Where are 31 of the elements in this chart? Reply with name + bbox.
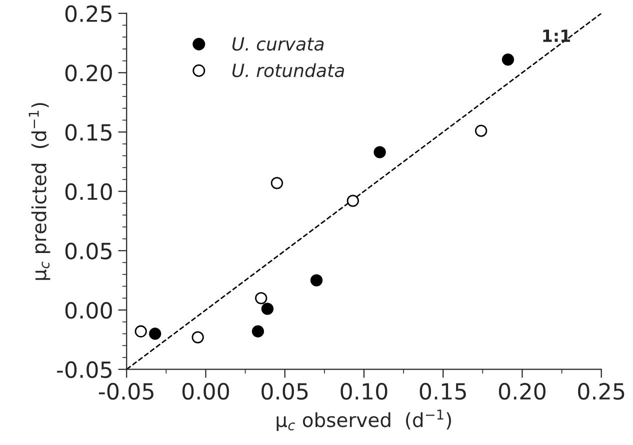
x-tick-label: -0.05 bbox=[98, 382, 154, 400]
legend-label: U. curvata bbox=[232, 37, 324, 51]
point bbox=[192, 331, 204, 344]
point bbox=[255, 292, 268, 304]
point bbox=[252, 325, 264, 338]
annotation: 1:1 bbox=[543, 30, 570, 42]
point bbox=[134, 325, 147, 338]
point bbox=[475, 124, 488, 137]
x-tick-label: 0.20 bbox=[498, 382, 546, 400]
y-tick-label: -0.05 bbox=[56, 361, 112, 378]
y-tick-label: 0.25 bbox=[65, 5, 112, 22]
point bbox=[502, 54, 514, 66]
y-axis-title: μ$_{c}$ predicted (d$^{−1}$) bbox=[28, 103, 50, 280]
x-tick-label: 0.10 bbox=[340, 382, 388, 400]
y-tick-label: 0.20 bbox=[65, 64, 112, 82]
point bbox=[261, 302, 274, 315]
point bbox=[149, 328, 162, 340]
y-tick-label: 0.05 bbox=[65, 242, 112, 260]
x-tick-label: 0.25 bbox=[578, 382, 624, 400]
legend-label: U. rotundata bbox=[232, 63, 344, 78]
x-tick-label: 0.05 bbox=[262, 382, 308, 400]
point bbox=[310, 274, 323, 286]
x-tick-label: 0.15 bbox=[420, 382, 466, 400]
x-tick-label: 0.00 bbox=[182, 382, 229, 400]
point bbox=[374, 146, 386, 158]
point bbox=[346, 194, 359, 207]
y-tick-label: 0.15 bbox=[65, 124, 112, 141]
y-tick-label: 0.10 bbox=[65, 183, 112, 200]
y-tick-label: 0.00 bbox=[65, 302, 112, 319]
point bbox=[270, 176, 284, 190]
x-axis-title: μ$_{c}$ observed (d$^{−1}$) bbox=[276, 410, 451, 432]
